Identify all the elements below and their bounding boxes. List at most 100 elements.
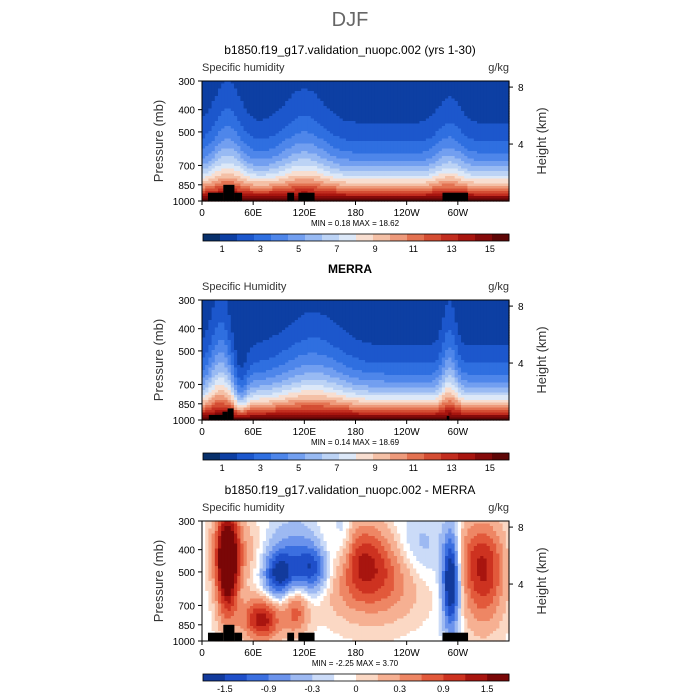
heatmap-cell (230, 118, 235, 122)
heatmap-cell (329, 81, 334, 85)
heatmap-cell (451, 161, 456, 165)
heatmap-cell (323, 196, 328, 200)
heatmap-cell (445, 113, 449, 117)
heatmap-cell (371, 300, 376, 304)
heatmap-cell (307, 96, 312, 100)
heatmap-cell (333, 98, 337, 102)
heatmap-cell (291, 148, 296, 152)
heatmap-cell (246, 186, 251, 190)
heatmap-cell (224, 173, 229, 177)
heatmap-cell (304, 171, 309, 175)
heatmap-cell (425, 91, 430, 95)
heatmap-cell (365, 143, 369, 147)
heatmap-cell (422, 151, 427, 155)
heatmap-cell (349, 156, 353, 160)
heatmap-cell (323, 111, 328, 115)
heatmap-cell (224, 108, 229, 112)
heatmap-cell (413, 193, 417, 197)
heatmap-cell (393, 188, 398, 192)
heatmap-cell (464, 88, 469, 92)
heatmap-cell (377, 168, 382, 172)
heatmap-cell (502, 118, 507, 122)
heatmap-cell (451, 118, 456, 122)
heatmap-cell (371, 141, 376, 145)
heatmap-cell (237, 88, 241, 92)
heatmap-cell (349, 98, 353, 102)
heatmap-cell (393, 176, 398, 180)
heatmap-cell (454, 148, 459, 152)
heatmap-cell (265, 103, 270, 107)
heatmap-cell (310, 123, 315, 127)
heatmap-cell (291, 166, 296, 170)
heatmap-cell (361, 116, 366, 120)
heatmap-cell (355, 123, 360, 127)
heatmap-cell (470, 136, 475, 140)
heatmap-cell (249, 126, 254, 130)
heatmap-cell (422, 148, 427, 152)
heatmap-cell (477, 196, 481, 200)
heatmap-cell (259, 146, 264, 150)
heatmap-cell (272, 186, 277, 190)
heatmap-cell (262, 138, 267, 142)
heatmap-cell (454, 143, 459, 147)
heatmap-cell (371, 143, 376, 147)
colorbar-label: 13 (447, 244, 457, 254)
heatmap-cell (365, 193, 369, 197)
heatmap-cell (483, 81, 488, 85)
heatmap-cell (221, 171, 225, 175)
heatmap-cell (246, 106, 251, 110)
heatmap-cell (262, 183, 267, 187)
heatmap-cell (297, 108, 302, 112)
heatmap-cell (502, 196, 507, 200)
heatmap-cell (397, 108, 401, 112)
heatmap-cell (371, 103, 376, 107)
heatmap-cell (349, 136, 353, 140)
heatmap-cell (349, 305, 353, 309)
heatmap-cell (400, 123, 405, 127)
heatmap-cell (217, 146, 222, 150)
heatmap-cell (419, 163, 424, 167)
heatmap-cell (483, 83, 488, 87)
heatmap-cell (467, 143, 472, 147)
heatmap-cell (400, 166, 405, 170)
heatmap-cell (358, 198, 363, 202)
heatmap-cell (393, 118, 398, 122)
colorbar-swatch (492, 234, 510, 241)
heatmap-cell (461, 133, 465, 137)
heatmap-cell (416, 163, 421, 167)
heatmap-cell (435, 302, 440, 306)
heatmap-cell (505, 106, 510, 110)
heatmap-cell (432, 186, 437, 190)
heatmap-cell (502, 81, 507, 85)
heatmap-cell (352, 151, 357, 155)
heatmap-cell (307, 146, 312, 150)
heatmap-cell (429, 96, 433, 100)
heatmap-cell (384, 141, 389, 145)
heatmap-cell (432, 148, 437, 152)
heatmap-cell (313, 93, 318, 97)
heatmap-cell (361, 93, 366, 97)
heatmap-cell (253, 188, 257, 192)
heatmap-cell (342, 198, 347, 202)
heatmap-cell (227, 305, 232, 309)
heatmap-cell (345, 86, 350, 90)
heatmap-cell (397, 186, 401, 190)
heatmap-cell (483, 118, 488, 122)
heatmap-cell (217, 161, 222, 165)
heatmap-cell (505, 171, 510, 175)
heatmap-cell (432, 161, 437, 165)
heatmap-cell (413, 188, 417, 192)
heatmap-cell (307, 156, 312, 160)
heatmap-cell (384, 148, 389, 152)
heatmap-cell (371, 153, 376, 157)
heatmap-cell (390, 148, 395, 152)
heatmap-cell (477, 163, 481, 167)
heatmap-cell (333, 128, 337, 132)
heatmap-cell (307, 108, 312, 112)
heatmap-cell (233, 133, 238, 137)
heatmap-cell (441, 151, 446, 155)
heatmap-cell (371, 88, 376, 92)
heatmap-cell (355, 166, 360, 170)
colorbar-label: 15 (485, 244, 495, 254)
heatmap-cell (246, 168, 251, 172)
